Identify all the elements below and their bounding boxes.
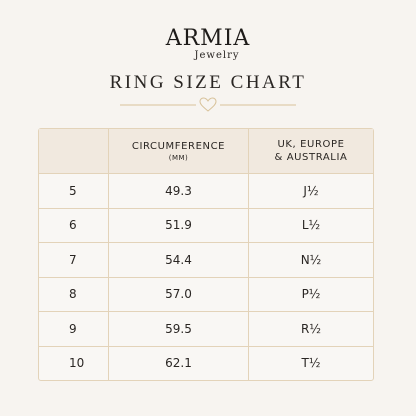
circumference-cell: 57.0 [108, 277, 248, 311]
uk-size-cell: R½ [248, 312, 373, 346]
header-cell: CIRCUMFERENCE (MM) [108, 129, 248, 173]
table-row: 6 51.9 L½ [39, 207, 373, 242]
table-header: CIRCUMFERENCE (MM) UK, EUROPE & AUSTRALI… [39, 129, 373, 173]
size-cell: 5 [69, 183, 77, 198]
circumference-cell: 59.5 [108, 312, 248, 346]
uk-size-cell: T½ [248, 346, 373, 380]
circumference-cell: 49.3 [108, 174, 248, 208]
size-cell: 8 [69, 287, 77, 302]
header-sublabel: & AUSTRALIA [274, 152, 348, 163]
uk-size-cell: J½ [248, 174, 373, 208]
size-table: CIRCUMFERENCE (MM) UK, EUROPE & AUSTRALI… [38, 128, 374, 381]
header-label: CIRCUMFERENCE [131, 140, 226, 152]
circumference-cell: 62.1 [108, 346, 248, 380]
table-row: 10 62.1 T½ [39, 345, 373, 380]
size-cell: 9 [69, 321, 77, 336]
header-cell [39, 129, 108, 173]
circumference-cell: 54.4 [108, 243, 248, 277]
divider [120, 97, 296, 112]
header-label: UK, EUROPE [277, 139, 345, 150]
header-cell: UK, EUROPE & AUSTRALIA [248, 129, 373, 173]
table-row: 7 54.4 N½ [39, 242, 373, 277]
circumference-cell: 51.9 [108, 208, 248, 242]
brand: ARMIA [165, 26, 251, 51]
table-row: 8 57.0 P½ [39, 276, 373, 311]
uk-size-cell: P½ [248, 277, 373, 311]
subbrand: Jewelry [194, 50, 240, 61]
size-cell: 6 [69, 218, 77, 233]
table-row: 5 49.3 J½ [39, 173, 373, 208]
header-sublabel: (MM) [168, 153, 189, 162]
table-row: 9 59.5 R½ [39, 311, 373, 346]
title: RING SIZE CHART [109, 72, 307, 93]
uk-size-cell: N½ [248, 243, 373, 277]
size-cell: 7 [69, 252, 77, 267]
size-cell: 10 [69, 356, 85, 371]
uk-size-cell: L½ [248, 208, 373, 242]
